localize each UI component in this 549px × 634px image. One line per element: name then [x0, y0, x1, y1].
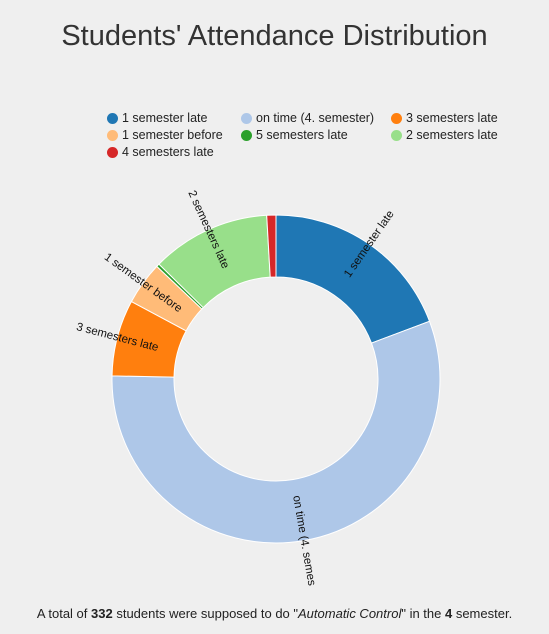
legend-item[interactable]: 3 semesters late	[391, 111, 527, 125]
legend-swatch	[241, 112, 252, 124]
caption-course: Automatic Control	[298, 606, 402, 621]
legend-label: 5 semesters late	[256, 128, 348, 142]
caption-count: 332	[91, 606, 113, 621]
caption-semester: 4	[444, 606, 453, 621]
caption-suffix: semester.	[452, 606, 513, 621]
legend-label: 3 semesters late	[406, 111, 498, 125]
chart-title: Students' Attendance Distribution	[61, 20, 488, 52]
caption-prefix: A total of	[36, 606, 92, 621]
legend-swatch	[107, 129, 118, 141]
legend-swatch	[391, 112, 402, 124]
legend-item[interactable]: 4 semesters late	[107, 145, 241, 159]
legend-label: on time (4. semester)	[256, 111, 375, 125]
caption-middle: students were supposed to do "	[112, 606, 299, 621]
legend-item[interactable]: 2 semesters late	[391, 128, 527, 142]
legend-item[interactable]: 5 semesters late	[241, 128, 391, 142]
legend-swatch	[391, 129, 402, 141]
legend-swatch	[107, 112, 118, 124]
legend-label: 1 semester before	[122, 128, 223, 142]
donut-slice[interactable]	[275, 214, 431, 344]
legend-swatch	[241, 129, 252, 141]
chart-legend: 1 semester late on time (4. semester) 3 se…	[107, 111, 527, 159]
legend-swatch	[107, 146, 118, 158]
legend-item[interactable]: 1 semester late	[107, 111, 241, 125]
chart-caption: A total of 332 students were supposed to…	[0, 606, 549, 621]
legend-item[interactable]: 1 semester before	[107, 128, 241, 142]
legend-label: 2 semesters late	[406, 128, 498, 142]
caption-middle2: " in the	[401, 606, 445, 621]
donut-slice[interactable]	[111, 320, 441, 544]
legend-label: 1 semester late	[122, 111, 208, 125]
legend-item[interactable]: on time (4. semester)	[241, 111, 391, 125]
donut-slice[interactable]	[266, 214, 277, 278]
legend-label: 4 semesters late	[122, 145, 214, 159]
